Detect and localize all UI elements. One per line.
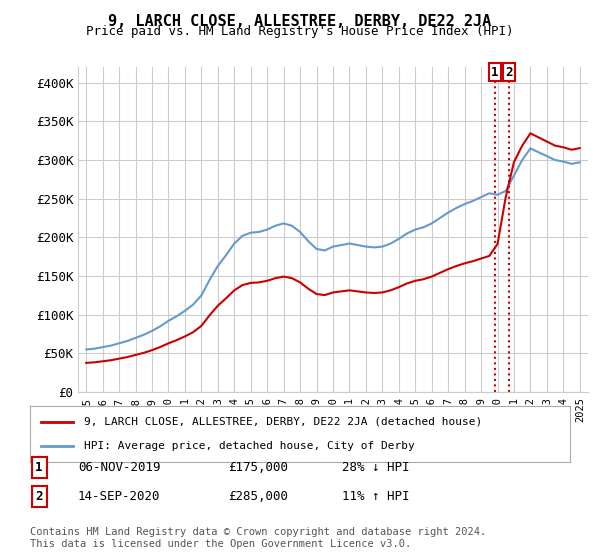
Text: 2: 2 (505, 66, 513, 79)
Text: £175,000: £175,000 (228, 461, 288, 474)
Text: 1: 1 (491, 66, 499, 79)
Text: HPI: Average price, detached house, City of Derby: HPI: Average price, detached house, City… (84, 441, 415, 451)
Text: 1: 1 (35, 461, 43, 474)
Text: 14-SEP-2020: 14-SEP-2020 (78, 490, 161, 503)
Text: 2: 2 (35, 490, 43, 503)
Text: 11% ↑ HPI: 11% ↑ HPI (342, 490, 409, 503)
Text: £285,000: £285,000 (228, 490, 288, 503)
Text: 9, LARCH CLOSE, ALLESTREE, DERBY, DE22 2JA (detached house): 9, LARCH CLOSE, ALLESTREE, DERBY, DE22 2… (84, 417, 482, 427)
Text: 06-NOV-2019: 06-NOV-2019 (78, 461, 161, 474)
Text: Price paid vs. HM Land Registry's House Price Index (HPI): Price paid vs. HM Land Registry's House … (86, 25, 514, 38)
Text: 28% ↓ HPI: 28% ↓ HPI (342, 461, 409, 474)
Text: Contains HM Land Registry data © Crown copyright and database right 2024.
This d: Contains HM Land Registry data © Crown c… (30, 527, 486, 549)
Text: 9, LARCH CLOSE, ALLESTREE, DERBY, DE22 2JA: 9, LARCH CLOSE, ALLESTREE, DERBY, DE22 2… (109, 14, 491, 29)
